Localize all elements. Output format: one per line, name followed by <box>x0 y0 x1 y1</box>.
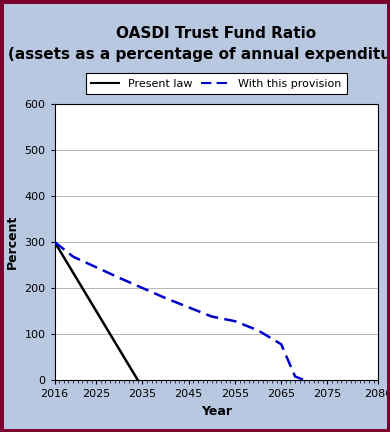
Legend: Present law, With this provision: Present law, With this provision <box>86 73 347 95</box>
Y-axis label: Percent: Percent <box>6 215 19 269</box>
Title: OASDI Trust Fund Ratio
(assets as a percentage of annual expenditures): OASDI Trust Fund Ratio (assets as a perc… <box>8 26 390 62</box>
X-axis label: Year: Year <box>201 405 232 418</box>
